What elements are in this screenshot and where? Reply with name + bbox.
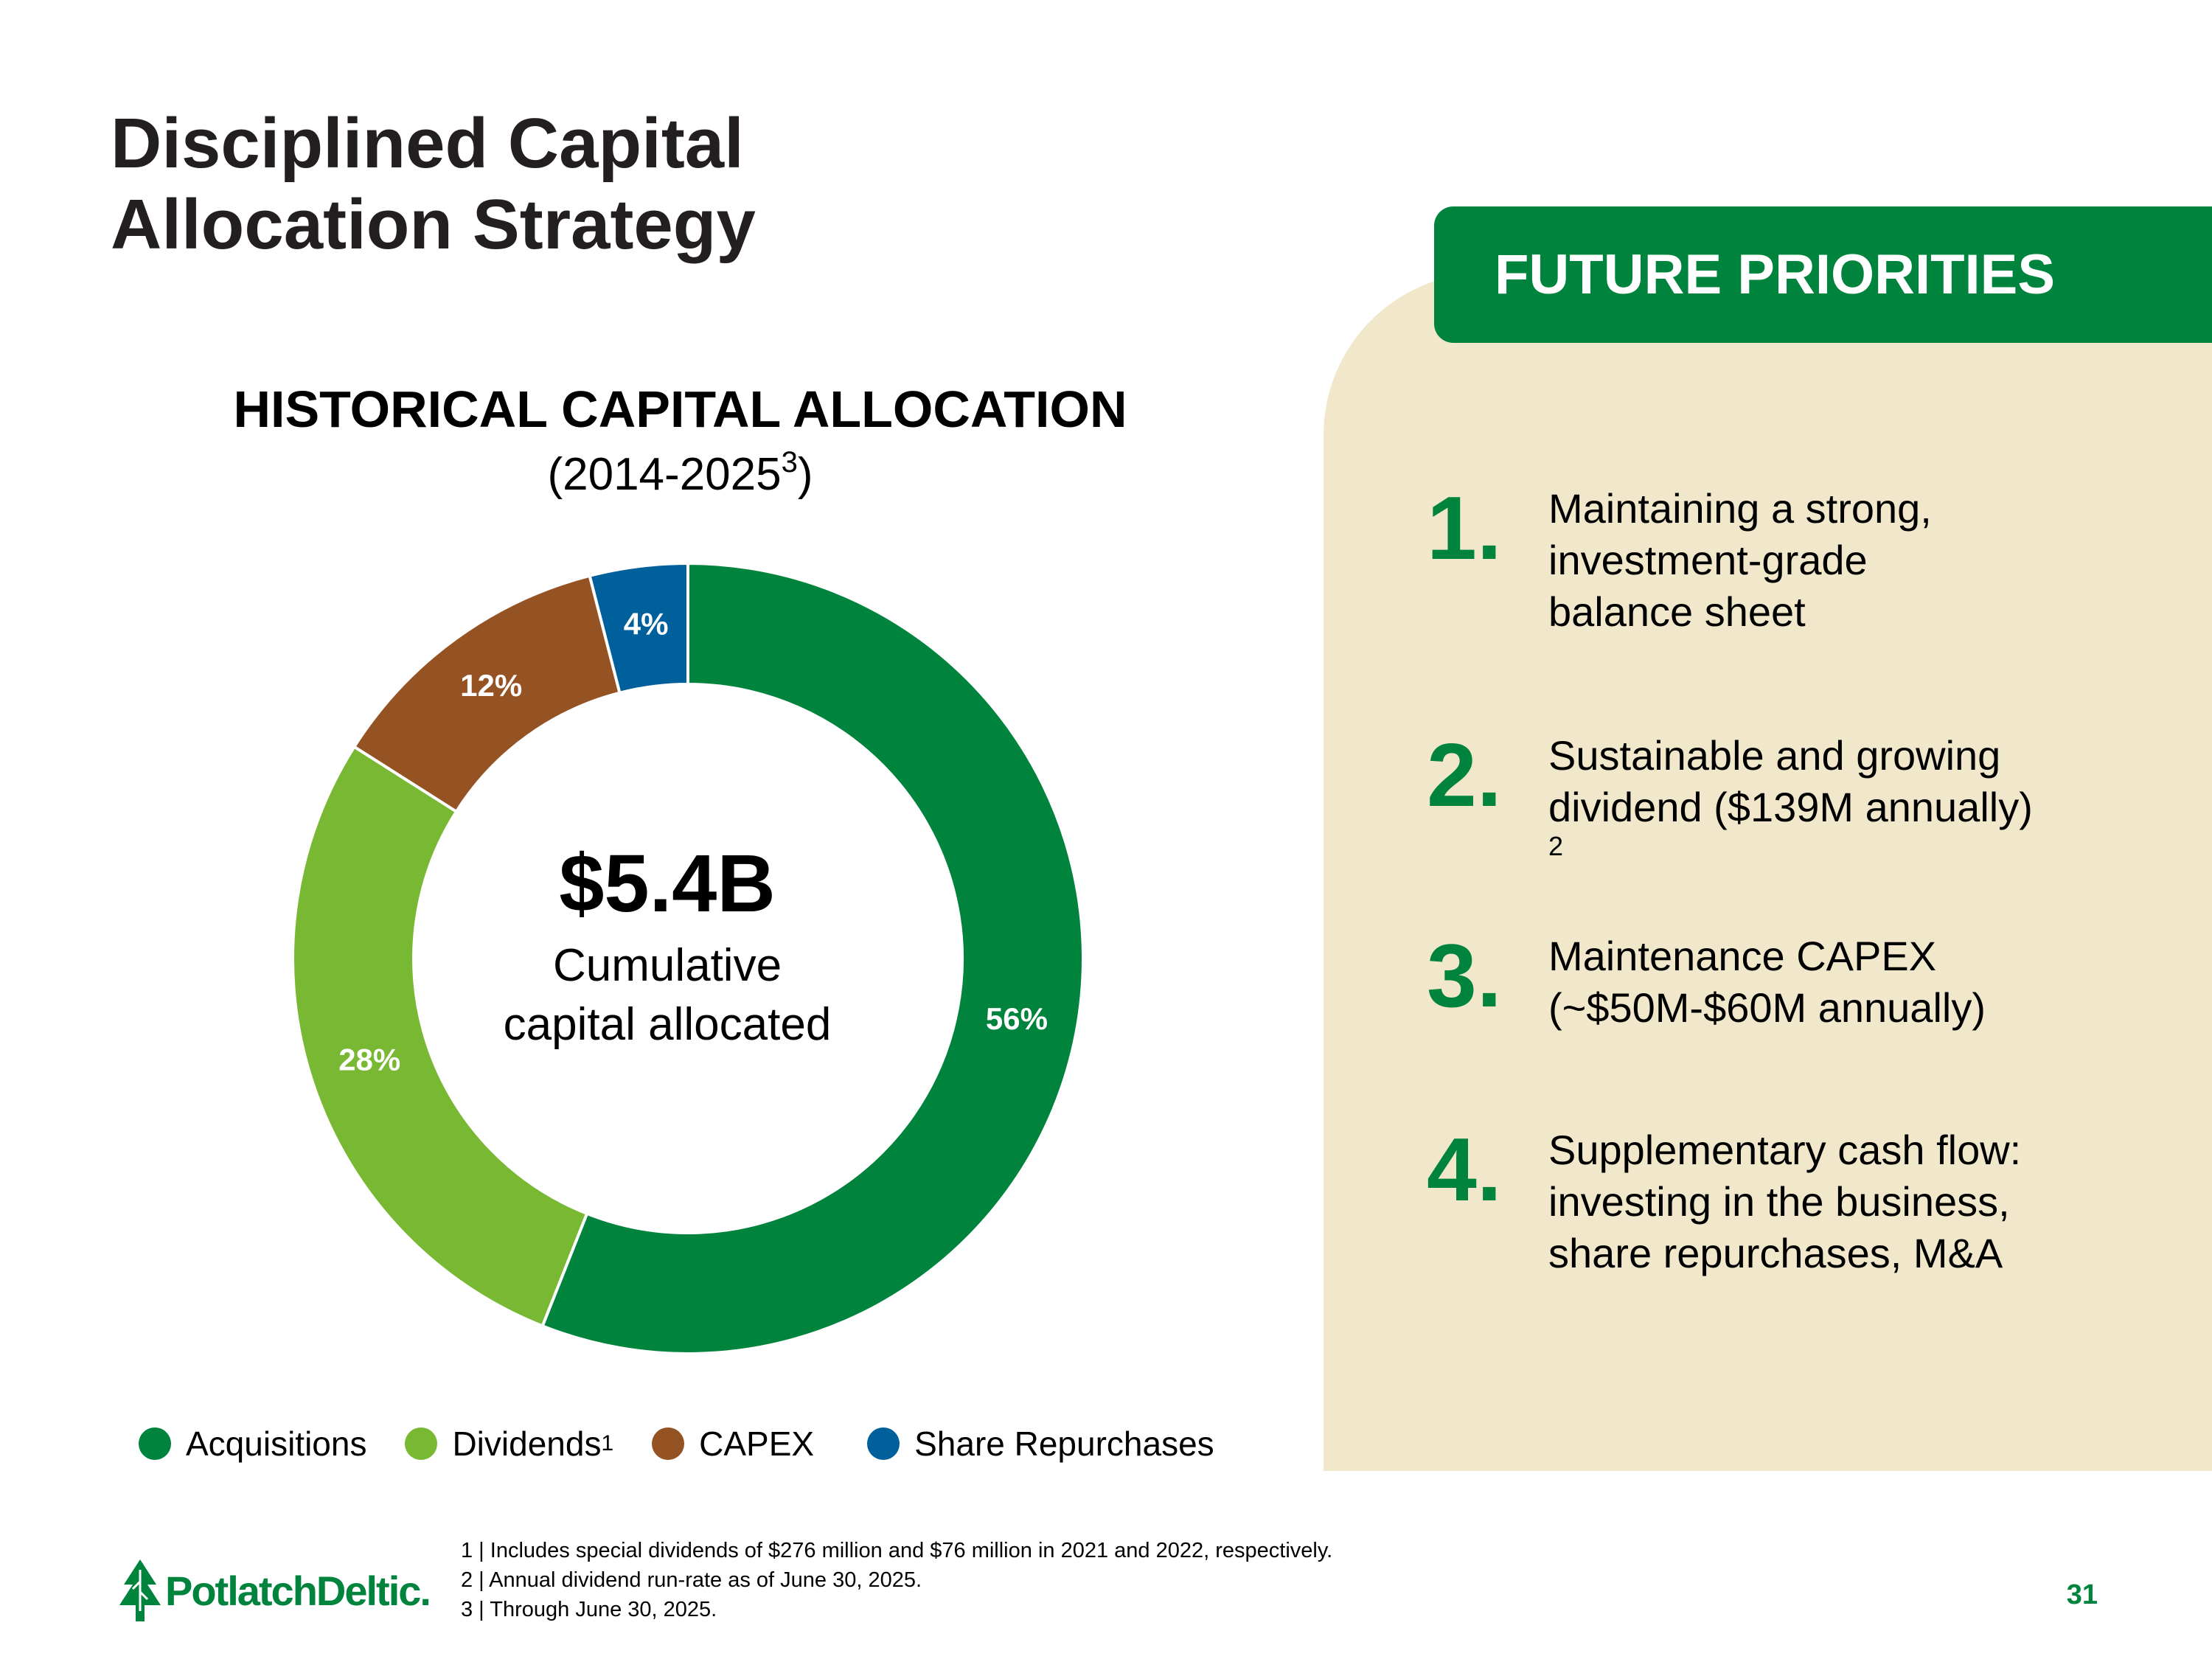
priority-2-footnote: 2 (1548, 831, 1564, 861)
legend-dot-dividends (405, 1427, 438, 1460)
slice-label-capex: 12% (460, 668, 522, 703)
chart-subtitle: (2014-20253) (0, 448, 1360, 501)
legend-item-acquisitions: Acquisitions (139, 1424, 366, 1464)
legend-item-capex: CAPEX (652, 1424, 814, 1464)
center-caption-line-1: Cumulative (552, 940, 782, 991)
company-logo: PotlatchDeltic. (118, 1557, 431, 1624)
legend-item-share-repurchases: Share Repurchases (867, 1424, 1214, 1464)
priority-1-line-2: investment-grade (1548, 537, 1868, 583)
priority-number-3: 3. (1427, 925, 1502, 1026)
center-caption-line-2: capital allocated (503, 999, 832, 1050)
donut-slice-acquisitions (540, 561, 1085, 1355)
priority-4-line-1: Supplementary cash flow: (1548, 1127, 2022, 1173)
donut-slice-share-repurchases (588, 561, 689, 695)
priority-4-line-3: share repurchases, M&A (1548, 1230, 2003, 1276)
chart-title: HISTORICAL CAPITAL ALLOCATION (233, 380, 1127, 438)
priority-2-line-2-wrap: dividend ($139M annually) 2 (1548, 782, 2033, 885)
slice-label-acquisitions: 56% (986, 1001, 1048, 1036)
priority-text-2: Sustainable and growing dividend ($139M … (1548, 730, 2033, 885)
legend-dot-share-repurchases (867, 1427, 900, 1460)
page-title: Disciplined Capital Allocation Strategy (111, 103, 756, 265)
priority-number-1: 1. (1427, 478, 1502, 578)
chart-legend: Acquisitions Dividends 1 CAPEX Share Repu… (139, 1422, 1253, 1466)
priority-number-2: 2. (1427, 725, 1502, 825)
legend-label-share-repurchases: Share Repurchases (914, 1425, 1214, 1463)
chart-subtitle-text: (2014-2025 (547, 449, 782, 500)
slice-label-dividends: 28% (338, 1042, 400, 1077)
priority-1-line-1: Maintaining a strong, (1548, 485, 1932, 532)
legend-item-dividends: Dividends 1 (405, 1424, 613, 1464)
tree-icon (119, 1559, 161, 1621)
page-title-line-1: Disciplined Capital (111, 104, 744, 183)
page-number: 31 (2066, 1579, 2098, 1610)
footnote-1: 1 | Includes special dividends of $276 m… (461, 1539, 1333, 1562)
footnote-2: 2 | Annual dividend run-rate as of June … (461, 1568, 922, 1592)
slice-label-share-repurchases: 4% (624, 607, 669, 641)
chart-subtitle-footnote: 3 (781, 446, 798, 479)
priority-number-4: 4. (1427, 1119, 1502, 1220)
footnote-3: 3 | Through June 30, 2025. (461, 1598, 717, 1621)
priority-text-3: Maintenance CAPEX (~$50M-$60M annually) (1548, 931, 1986, 1034)
company-logo-text: PotlatchDeltic. (165, 1567, 431, 1614)
priority-3-line-1: Maintenance CAPEX (1548, 933, 1937, 979)
priority-3-line-2: (~$50M-$60M annually) (1548, 984, 1986, 1031)
footnotes: 1 | Includes special dividends of $276 m… (461, 1536, 1332, 1624)
donut-slice-labels: 56% 28% 12% 4% (338, 607, 1048, 1077)
legend-label-capex: CAPEX (699, 1425, 815, 1463)
chart-subtitle-end: ) (797, 449, 813, 500)
priority-2-line-1: Sustainable and growing (1548, 732, 2001, 779)
donut-slices (291, 561, 1085, 1355)
center-total-value: $5.4B (559, 838, 776, 929)
legend-label-acquisitions: Acquisitions (186, 1425, 367, 1463)
center-caption: Cumulative capital allocated (446, 936, 888, 1054)
legend-dot-capex (652, 1427, 685, 1460)
priority-1-line-3: balance sheet (1548, 588, 1806, 635)
priority-2-line-2: dividend ($139M annually) (1548, 784, 2033, 830)
priority-text-1: Maintaining a strong, investment-grade b… (1548, 483, 1932, 638)
future-priorities-header: FUTURE PRIORITIES (1434, 206, 2212, 343)
legend-label-dividends: Dividends (452, 1425, 602, 1463)
priority-4-line-2: investing in the business, (1548, 1178, 2010, 1225)
future-priorities-panel (1324, 273, 2212, 1471)
page-title-line-2: Allocation Strategy (111, 185, 756, 264)
legend-dot-acquisitions (139, 1427, 171, 1460)
priority-text-4: Supplementary cash flow: investing in th… (1548, 1124, 2021, 1279)
donut-slice-dividends (291, 745, 589, 1328)
